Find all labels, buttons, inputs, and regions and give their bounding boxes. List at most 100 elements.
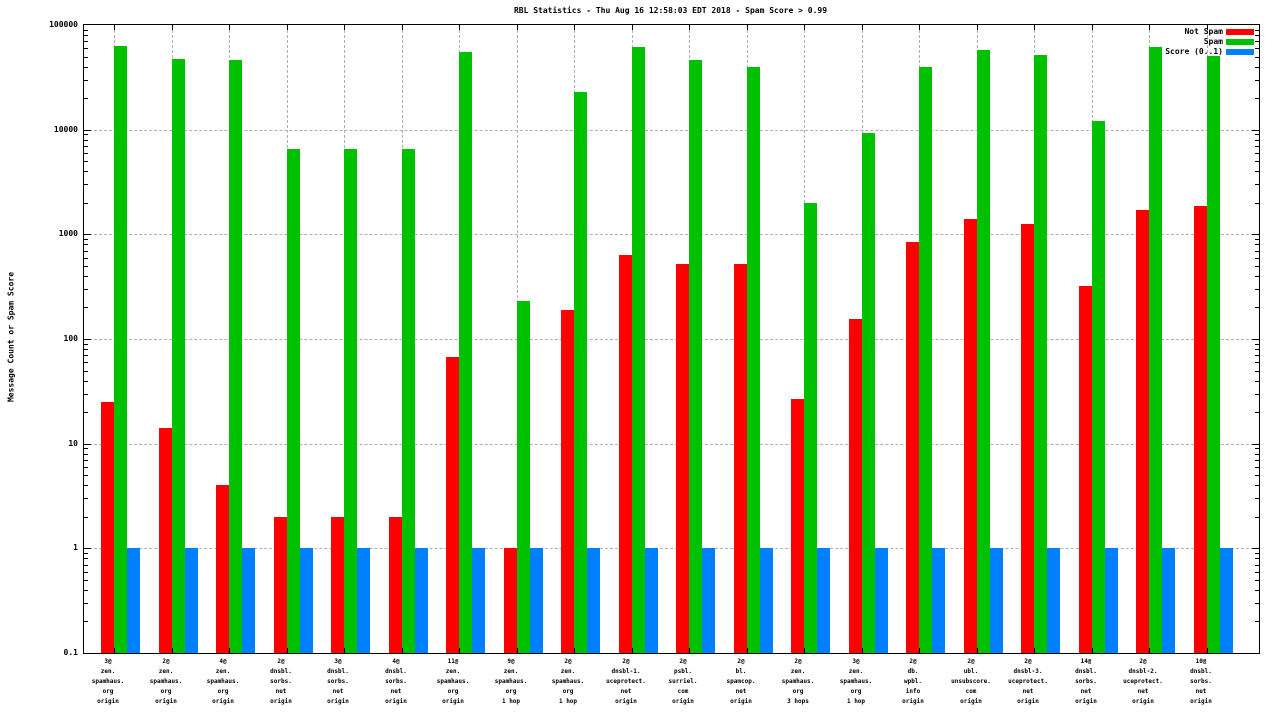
y-minor-tick <box>84 381 88 382</box>
y-minor-tick <box>84 161 88 162</box>
x-category-label: 11@ zen. spamhaus. org origin <box>413 657 493 707</box>
legend-swatch-spam <box>1226 39 1254 45</box>
x-top-tick <box>574 25 575 30</box>
x-category-label-line: zen. <box>560 668 576 675</box>
bar-spam <box>229 60 242 653</box>
x-category-label-line: sorbs. <box>327 678 349 685</box>
y-minor-tick <box>84 289 88 290</box>
y-minor-tick <box>84 171 88 172</box>
bar-not-spam <box>676 264 689 653</box>
y-gridline <box>84 444 1259 445</box>
x-category-label-line: zen. <box>445 668 461 675</box>
x-category-label-line: net <box>390 688 402 695</box>
bar-score-0-1 <box>1220 548 1233 653</box>
bar-spam <box>977 50 990 653</box>
x-bottom-tick <box>402 648 403 653</box>
bar-not-spam <box>274 517 287 653</box>
y-minor-tick <box>1255 412 1259 413</box>
y-major-tick <box>1252 548 1259 549</box>
x-category-label-line: uceprotect. <box>1123 678 1163 685</box>
bar-not-spam <box>906 242 919 653</box>
x-category-label-line: 1 hop <box>558 698 578 705</box>
x-category-label-line: org <box>160 688 172 695</box>
bar-spam <box>747 67 760 653</box>
bar-score-0-1 <box>415 548 428 653</box>
x-category-label-line: origin <box>155 698 177 705</box>
x-bottom-tick <box>1207 648 1208 653</box>
x-category-label-line: 3@ <box>104 658 112 665</box>
x-top-tick <box>919 25 920 30</box>
x-category-label-line: dnsbl-1. <box>611 668 641 675</box>
x-category-label-line: origin <box>327 698 349 705</box>
bar-spam <box>804 203 817 653</box>
x-top-tick <box>1149 25 1150 30</box>
x-top-tick <box>977 25 978 30</box>
x-category-label-line: 2@ <box>564 658 572 665</box>
bar-not-spam <box>561 310 574 653</box>
x-category-label-line: 2@ <box>909 658 917 665</box>
legend-swatch-score-0-1 <box>1226 49 1254 55</box>
bar-spam <box>1092 121 1105 653</box>
y-minor-tick <box>1255 355 1259 356</box>
x-category-label-line: spamhaus. <box>551 678 585 685</box>
bar-not-spam <box>1079 286 1092 653</box>
x-category-label-line: 2@ <box>277 658 285 665</box>
y-minor-tick <box>84 48 88 49</box>
bar-spam <box>114 46 127 653</box>
x-category-label-line: spamhaus. <box>149 678 183 685</box>
x-category-label-line: bl. <box>735 668 747 675</box>
x-category-label: 9@ zen. spamhaus. org 1 hop <box>471 657 551 707</box>
legend-item: Not Spam <box>0 27 1280 37</box>
bar-not-spam <box>964 219 977 653</box>
x-category-label-line: 3 hops <box>787 698 809 705</box>
y-minor-tick <box>84 184 88 185</box>
bar-spam <box>689 60 702 653</box>
y-gridline <box>84 130 1259 131</box>
y-minor-tick <box>84 344 88 345</box>
bar-not-spam <box>101 402 114 653</box>
bar-not-spam <box>734 264 747 653</box>
x-category-label-line: org <box>447 688 459 695</box>
y-major-tick <box>84 234 91 235</box>
x-category-label-line: com <box>677 688 689 695</box>
x-bottom-tick <box>977 648 978 653</box>
y-minor-tick <box>1255 572 1259 573</box>
x-category-label-line: org <box>102 688 114 695</box>
x-category-label-line: zen. <box>215 668 231 675</box>
x-category-label-line: net <box>1137 688 1149 695</box>
y-major-tick <box>84 548 91 549</box>
x-category-label-line: com <box>965 688 977 695</box>
bar-spam <box>862 133 875 653</box>
y-major-tick <box>84 653 91 654</box>
x-category-label-line: origin <box>1075 698 1097 705</box>
x-category-label-line: origin <box>1190 698 1212 705</box>
x-category-label-line: dnsbl-3. <box>1013 668 1043 675</box>
x-bottom-tick <box>459 648 460 653</box>
x-bottom-tick <box>344 648 345 653</box>
x-bottom-tick <box>632 648 633 653</box>
x-category-label-line: dnsbl. <box>270 668 292 675</box>
x-category-label: 2@ ubl. unsubscore. com origin <box>931 657 1011 707</box>
x-category-label: 2@ bl. spamcop. net origin <box>701 657 781 707</box>
x-category-label: 3@ zen. spamhaus. org 1 hop <box>816 657 896 707</box>
y-minor-tick <box>84 412 88 413</box>
x-bottom-tick <box>862 648 863 653</box>
x-category-label-line: spamhaus. <box>436 678 470 685</box>
y-minor-tick <box>1255 41 1259 42</box>
y-minor-tick <box>1255 460 1259 461</box>
x-bottom-tick <box>172 648 173 653</box>
x-bottom-tick <box>517 648 518 653</box>
y-minor-tick <box>84 371 88 372</box>
bar-not-spam <box>389 517 402 653</box>
x-category-label-line: dnsbl-2. <box>1128 668 1158 675</box>
bar-spam <box>172 59 185 653</box>
x-category-label: 3@ dnsbl. sorbs. net origin <box>298 657 378 707</box>
y-major-tick <box>1252 130 1259 131</box>
x-top-tick <box>804 25 805 30</box>
bar-not-spam <box>1136 210 1149 653</box>
y-minor-tick <box>1255 239 1259 240</box>
x-category-label-line: 2@ <box>967 658 975 665</box>
x-category-label: 2@ dnsbl-1. uceprotect. net origin <box>586 657 666 707</box>
y-minor-tick <box>84 98 88 99</box>
